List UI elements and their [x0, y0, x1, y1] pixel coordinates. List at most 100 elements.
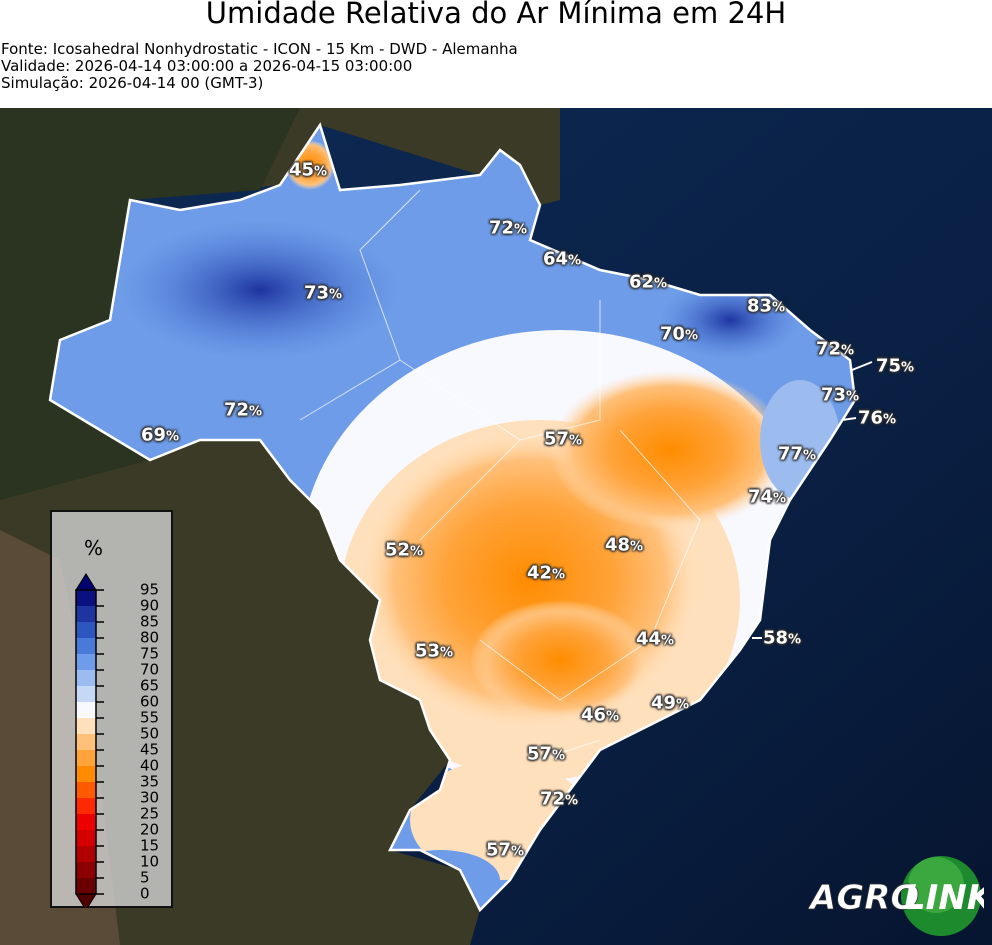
colorbar-tick-label: 25: [140, 804, 160, 823]
colorbar-segment: [76, 702, 96, 718]
colorbar-segment: [76, 798, 96, 814]
humidity-value: 72: [223, 399, 250, 421]
simulation-text: Simulação: 2026-04-14 00 (GMT-3): [1, 74, 264, 92]
percent-unit: %: [901, 360, 915, 376]
percent-unit: %: [630, 539, 644, 555]
humidity-value: 73: [303, 282, 330, 304]
colorbar-segment: [76, 638, 96, 654]
humidity-value: 45: [288, 159, 315, 181]
humidity-value: 76: [857, 407, 884, 429]
percent-unit: %: [565, 793, 579, 809]
humidity-value: 64: [542, 248, 569, 270]
humidity-label: 53%: [415, 641, 453, 662]
percent-unit: %: [410, 544, 424, 560]
colorbar-tick-label: 15: [140, 836, 160, 855]
humidity-value: 44: [635, 628, 662, 650]
colorbar-tick-label: 80: [140, 628, 160, 647]
humidity-value: 83: [746, 295, 773, 317]
colorbar-segment: [76, 622, 96, 638]
colorbar-tick-label: 70: [140, 660, 160, 679]
percent-unit: %: [552, 567, 566, 583]
colorbar-segment: [76, 814, 96, 830]
percent-unit: %: [846, 389, 860, 405]
colorbar-segment: [76, 766, 96, 782]
humidity-label: 73%: [821, 385, 859, 406]
humidity-value: 42: [526, 562, 553, 584]
humidity-value: 74: [747, 486, 774, 508]
humidity-value: 70: [659, 323, 686, 345]
humidity-label: 83%: [747, 296, 785, 317]
percent-unit: %: [552, 748, 566, 764]
percent-unit: %: [440, 645, 454, 661]
humidity-value: 49: [650, 692, 677, 714]
humidity-value: 75: [875, 355, 902, 377]
map-title: Umidade Relativa do Ar Mínima em 24H: [205, 0, 787, 30]
humidity-label: 46%: [581, 705, 619, 726]
colorbar-tick-label: 5: [140, 868, 150, 887]
humidity-label: 48%: [605, 535, 643, 556]
colorbar-tick-label: 20: [140, 820, 160, 839]
colorbar-segment: [76, 878, 96, 894]
percent-unit: %: [606, 709, 620, 725]
colorbar-segment: [76, 686, 96, 702]
humidity-value: 57: [485, 839, 512, 861]
colorbar-tick-label: 85: [140, 612, 160, 631]
colorbar-tick-label: 90: [140, 596, 160, 615]
colorbar-segment: [76, 830, 96, 846]
humidity-value: 58: [762, 627, 789, 649]
colorbar-segment: [76, 846, 96, 862]
humidity-value: 62: [628, 271, 655, 293]
humidity-label: 64%: [543, 249, 581, 270]
humidity-value: 77: [777, 443, 804, 465]
colorbar-min-extension: [75, 893, 97, 908]
humidity-label: 73%: [304, 283, 342, 304]
humidity-value: 57: [526, 743, 553, 765]
source-text: Fonte: Icosahedral Nonhydrostatic - ICON…: [1, 40, 518, 58]
humidity-value: 57: [543, 428, 570, 450]
colorbar-segment: [76, 606, 96, 622]
humidity-label: 49%: [651, 693, 689, 714]
colorbar-tick-label: 0: [140, 884, 150, 903]
colorbar-tick-label: 30: [140, 788, 160, 807]
validity-text: Validade: 2026-04-14 03:00:00 a 2026-04-…: [1, 57, 413, 75]
humidity-label: 52%: [385, 540, 423, 561]
percent-unit: %: [788, 632, 802, 648]
humidity-value: 69: [140, 424, 167, 446]
percent-unit: %: [166, 429, 180, 445]
humidity-label: 44%: [636, 629, 674, 650]
humidity-label: 57%: [544, 429, 582, 450]
percent-unit: %: [514, 222, 528, 238]
humidity-label: 62%: [629, 272, 667, 293]
percent-unit: %: [883, 412, 897, 428]
humidity-label: 45%: [289, 160, 327, 181]
svg-text:LINK: LINK: [904, 878, 984, 918]
humidity-label: 42%: [527, 563, 565, 584]
colorbar: [75, 573, 104, 908]
humidity-label: 72%: [489, 218, 527, 239]
colorbar-segment: [76, 750, 96, 766]
colorbar-tick-label: 95: [140, 580, 160, 599]
percent-unit: %: [661, 633, 675, 649]
percent-unit: %: [329, 287, 343, 303]
humidity-label: 57%: [486, 840, 524, 861]
percent-unit: %: [685, 328, 699, 344]
percent-unit: %: [314, 164, 328, 180]
humidity-label: 70%: [660, 324, 698, 345]
colorbar-tick-label: 55: [140, 708, 160, 727]
humidity-label: 77%: [778, 444, 816, 465]
colorbar-tick-label: 65: [140, 676, 160, 695]
colorbar-segment: [76, 590, 96, 606]
percent-unit: %: [772, 300, 786, 316]
colorbar-segment: [76, 862, 96, 878]
colorbar-tick-label: 75: [140, 644, 160, 663]
colorbar-tick-label: 10: [140, 852, 160, 871]
colorbar-segment: [76, 734, 96, 750]
colorbar-segment: [76, 670, 96, 686]
percent-unit: %: [841, 343, 855, 359]
colorbar-segment: [76, 782, 96, 798]
colorbar-tick-label: 40: [140, 756, 160, 775]
humidity-value: 73: [820, 384, 847, 406]
humidity-label: 58%: [763, 628, 801, 649]
humidity-label: 74%: [748, 487, 786, 508]
percent-unit: %: [511, 844, 525, 860]
